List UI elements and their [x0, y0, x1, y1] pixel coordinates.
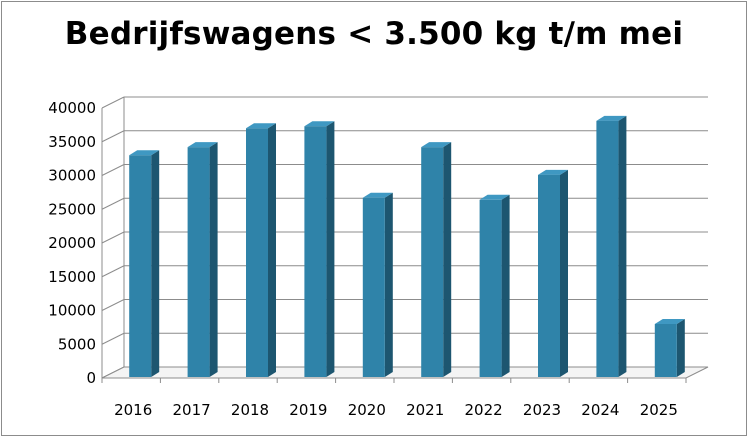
bar-2017 — [187, 147, 210, 377]
bar-top-2019 — [304, 121, 335, 127]
y-tick-label: 30000 — [48, 167, 96, 185]
bar-top-2018 — [246, 123, 276, 129]
gridline-side — [101, 164, 125, 176]
bar-top-2023 — [538, 169, 568, 175]
gridline-side — [101, 130, 125, 143]
y-tick-label: 5000 — [58, 335, 96, 353]
bar-top-2020 — [362, 192, 393, 198]
x-tick-label: 2019 — [289, 401, 327, 419]
y-tick-label: 15000 — [48, 268, 96, 286]
bar-2021 — [421, 147, 444, 377]
x-tick-label: 2022 — [465, 401, 503, 419]
gridline-side — [101, 96, 125, 109]
bar-top-2016 — [129, 150, 160, 156]
bar-side-2016 — [151, 150, 160, 377]
bar-top-2025 — [654, 319, 685, 324]
gridline-side — [101, 231, 125, 244]
y-tick-label: 20000 — [48, 234, 96, 252]
bar-top-2017 — [187, 142, 218, 148]
gridline-side — [101, 265, 125, 278]
bar-side-2021 — [443, 142, 452, 377]
gridline-side — [101, 332, 125, 345]
chart-title: Bedrijfswagens < 3.500 kg t/m mei — [64, 16, 684, 52]
bar-side-2018 — [268, 123, 276, 377]
x-tick-label: 2018 — [231, 401, 269, 419]
bar-2025 — [654, 324, 677, 377]
x-tick-label: 2023 — [523, 401, 561, 419]
bar-2019 — [304, 126, 327, 377]
bar-2024 — [596, 120, 619, 377]
bar-side-2022 — [501, 194, 510, 377]
x-tick-label: 2025 — [640, 401, 678, 419]
bar-side-2020 — [384, 192, 393, 377]
bar-side-2023 — [560, 169, 568, 377]
y-tick-label: 35000 — [48, 133, 96, 151]
y-tick-label: 40000 — [48, 99, 96, 117]
gridline-side — [101, 299, 125, 311]
bar-side-2024 — [618, 115, 627, 377]
bar-2022 — [479, 199, 502, 377]
y-tick-label: 25000 — [48, 200, 96, 218]
bar-2023 — [538, 174, 560, 377]
x-tick-label: 2020 — [348, 401, 386, 419]
x-tick-label: 2016 — [114, 401, 152, 419]
gridline-side — [101, 197, 125, 210]
x-tick-label: 2024 — [581, 401, 619, 419]
y-tick-label: 0 — [86, 369, 96, 387]
x-tick-label: 2021 — [406, 401, 444, 419]
y-tick-label: 10000 — [48, 302, 96, 320]
bar-2016 — [129, 155, 152, 377]
bar-2018 — [246, 128, 268, 377]
bar-top-2022 — [479, 194, 510, 200]
bar-2020 — [362, 197, 385, 377]
bar-side-2017 — [209, 142, 218, 377]
x-tick-label: 2017 — [173, 401, 211, 419]
bar-side-2025 — [676, 319, 685, 377]
bar-top-2021 — [421, 142, 452, 148]
bar-top-2024 — [596, 115, 627, 121]
bar-side-2019 — [326, 121, 335, 377]
